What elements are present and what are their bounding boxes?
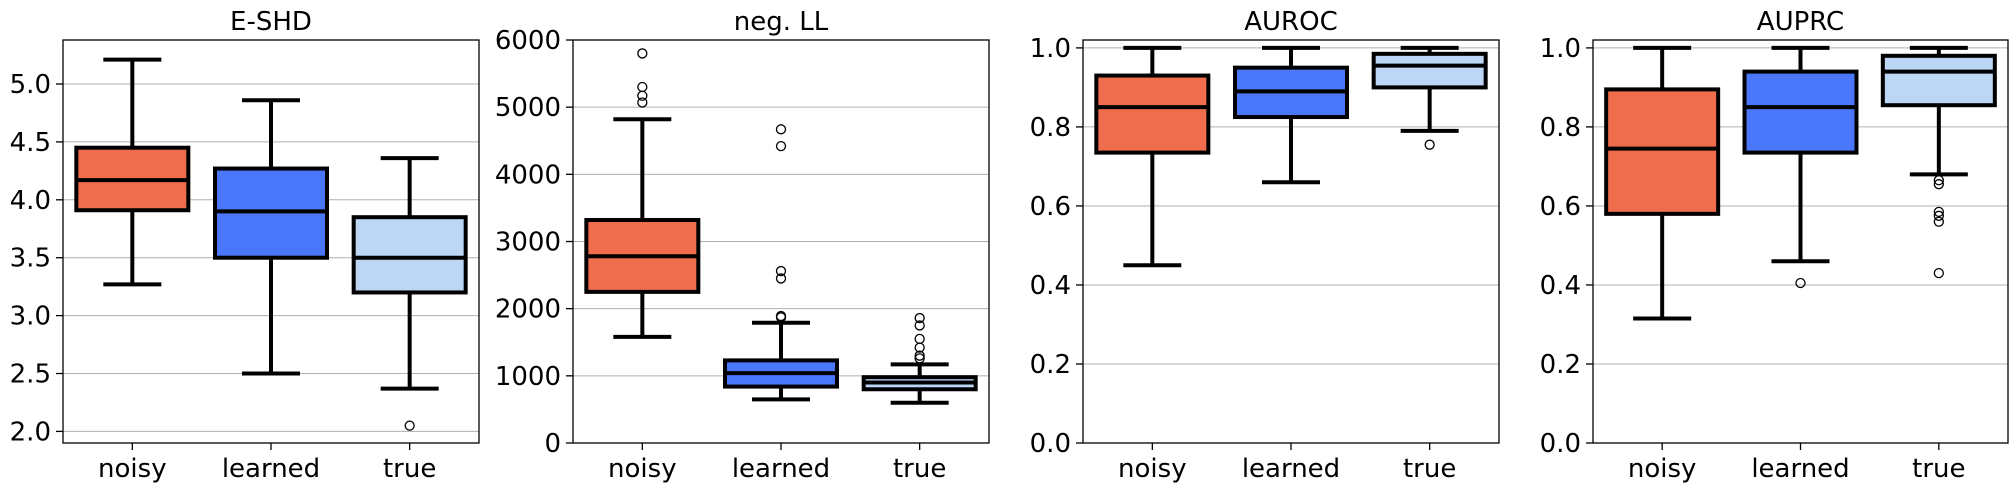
y-tick-label: 0.8 xyxy=(1030,113,1071,143)
y-tick-label: 4.5 xyxy=(10,128,51,158)
y-tick-label: 2.5 xyxy=(10,360,51,390)
box-body xyxy=(1094,73,1211,155)
x-tick-label: noisy xyxy=(1628,454,1697,484)
y-tick-label: 2000 xyxy=(495,295,561,325)
box-body xyxy=(1371,51,1488,90)
box-noisy xyxy=(74,57,191,287)
y-tick-label: 5000 xyxy=(495,93,561,123)
box-true xyxy=(1880,45,1997,279)
y-tick-label: 0.8 xyxy=(1540,113,1581,143)
outlier-point xyxy=(1933,175,1944,186)
box-body xyxy=(1880,53,1997,108)
outlier-point xyxy=(775,310,787,322)
outlier-point xyxy=(1933,210,1944,221)
x-tick-label: noisy xyxy=(608,454,677,484)
outlier-point xyxy=(637,81,648,93)
outlier-point xyxy=(1933,216,1944,227)
chart-panel-2: neg. LL 0 1000 2000 3000 4000 5000 6000 noisy lea… xyxy=(495,7,990,484)
x-tick-label: learned xyxy=(222,454,320,484)
outlier-point xyxy=(914,333,925,345)
y-tick-label: 0.6 xyxy=(1030,192,1071,222)
y-tick-label: 0.2 xyxy=(1030,350,1071,380)
axes-frame xyxy=(62,39,480,444)
outlier-point xyxy=(637,90,648,101)
y-tick-label: 0.2 xyxy=(1540,350,1581,380)
y-tick-label: 2.0 xyxy=(10,417,51,447)
outlier-point xyxy=(914,350,925,361)
outlier-point xyxy=(914,320,925,331)
box-learned xyxy=(1742,45,1859,289)
outlier-point xyxy=(1933,179,1944,190)
outlier-point xyxy=(775,273,787,284)
outlier-point xyxy=(637,48,648,59)
x-tick-label: true xyxy=(893,454,946,484)
y-tick-label: 0.0 xyxy=(1540,429,1581,459)
y-tick-label: 0.0 xyxy=(1030,429,1071,459)
y-tick-label: 6000 xyxy=(495,26,561,56)
x-tick-label: learned xyxy=(1242,454,1340,484)
outlier-point xyxy=(1933,206,1944,218)
y-tick-label: 0.6 xyxy=(1540,192,1581,222)
y-tick-label: 0.4 xyxy=(1540,271,1581,301)
x-tick-label: learned xyxy=(732,454,830,484)
y-tick-label: 3000 xyxy=(495,228,561,258)
outlier-point xyxy=(775,140,787,152)
outlier-point xyxy=(914,353,925,364)
outlier-point xyxy=(1933,267,1944,279)
box-true xyxy=(861,312,978,405)
x-tick-label: noisy xyxy=(1118,454,1187,484)
chart-panel-3: AUROC 0.0 0.2 0.4 0.6 0.8 1.0 noisy learned true xyxy=(1030,7,1500,484)
x-tick-label: learned xyxy=(1751,454,1849,484)
box-noisy xyxy=(1604,45,1721,321)
chart-title: AUROC xyxy=(1244,7,1338,37)
y-tick-label: 1000 xyxy=(495,362,561,392)
outlier-point xyxy=(1424,139,1435,150)
chart-panel-4: AUPRC 0.0 0.2 0.4 0.6 0.8 1.0 noisy learned true xyxy=(1540,7,2009,484)
box-body xyxy=(1604,87,1721,216)
chart-title: neg. LL xyxy=(734,7,829,37)
x-tick-label: noisy xyxy=(98,454,167,484)
x-tick-label: true xyxy=(1912,454,1965,484)
outlier-point xyxy=(1795,277,1806,289)
outlier-point xyxy=(637,97,648,108)
axes-frame xyxy=(572,39,990,444)
y-tick-label: 1.0 xyxy=(1030,34,1071,64)
x-tick-label: true xyxy=(383,454,436,484)
chart-panel-1: E-SHD 2.0 2.5 3.0 3.5 4.0 4.5 5.0 noisy learned tr… xyxy=(10,7,480,484)
y-tick-label: 0 xyxy=(544,429,561,459)
outlier-point xyxy=(775,124,787,135)
axes-frame xyxy=(1592,39,2009,444)
box-true xyxy=(1371,45,1488,150)
y-tick-label: 3.0 xyxy=(10,302,51,332)
y-tick-label: 0.4 xyxy=(1030,271,1071,301)
axes-frame xyxy=(1082,39,1500,444)
x-tick-label: true xyxy=(1403,454,1456,484)
y-tick-label: 3.5 xyxy=(10,244,51,274)
outlier-point xyxy=(914,312,925,324)
box-noisy xyxy=(1094,45,1211,268)
box-learned xyxy=(213,98,329,376)
y-tick-label: 1.0 xyxy=(1540,34,1581,64)
box-noisy xyxy=(584,48,701,339)
outlier-point xyxy=(775,265,787,277)
chart-title: E-SHD xyxy=(230,7,312,37)
box-learned xyxy=(1233,45,1349,185)
outlier-point xyxy=(404,420,415,431)
box-learned xyxy=(723,124,839,402)
box-body xyxy=(351,215,468,295)
y-tick-label: 5.0 xyxy=(10,70,51,100)
y-tick-label: 4.0 xyxy=(10,186,51,216)
box-true xyxy=(351,156,468,431)
box-body xyxy=(1742,69,1859,155)
chart-title: AUPRC xyxy=(1757,7,1844,37)
y-tick-label: 4000 xyxy=(495,160,561,190)
